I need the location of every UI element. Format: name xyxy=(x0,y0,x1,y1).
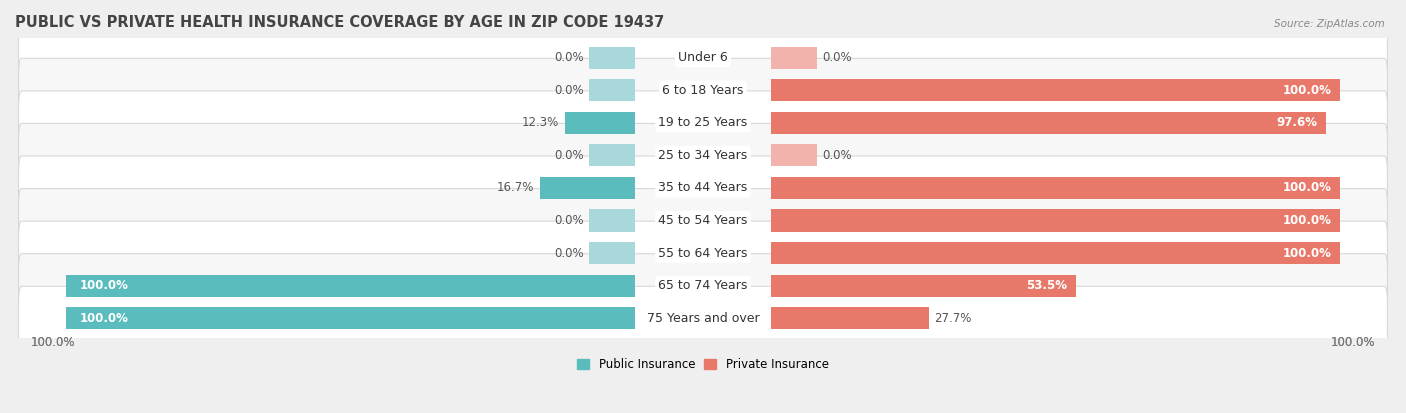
Text: 100.0%: 100.0% xyxy=(80,312,129,325)
Bar xyxy=(772,242,1340,264)
Bar xyxy=(772,275,1076,297)
Text: 0.0%: 0.0% xyxy=(554,149,583,162)
FancyBboxPatch shape xyxy=(18,91,1388,155)
Bar xyxy=(589,79,634,101)
FancyBboxPatch shape xyxy=(18,286,1388,350)
Legend: Public Insurance, Private Insurance: Public Insurance, Private Insurance xyxy=(578,358,828,371)
Text: 97.6%: 97.6% xyxy=(1277,116,1317,129)
Text: 0.0%: 0.0% xyxy=(554,214,583,227)
Bar xyxy=(589,47,634,69)
Text: 0.0%: 0.0% xyxy=(823,51,852,64)
Bar xyxy=(772,209,1340,232)
Text: 100.0%: 100.0% xyxy=(1330,336,1375,349)
FancyBboxPatch shape xyxy=(18,156,1388,220)
Text: 100.0%: 100.0% xyxy=(1330,337,1375,349)
Text: PUBLIC VS PRIVATE HEALTH INSURANCE COVERAGE BY AGE IN ZIP CODE 19437: PUBLIC VS PRIVATE HEALTH INSURANCE COVER… xyxy=(15,15,664,30)
Bar xyxy=(772,144,817,166)
Bar xyxy=(772,47,817,69)
Text: 27.7%: 27.7% xyxy=(935,312,972,325)
Text: 19 to 25 Years: 19 to 25 Years xyxy=(658,116,748,129)
FancyBboxPatch shape xyxy=(18,123,1388,187)
Bar xyxy=(589,144,634,166)
Text: Under 6: Under 6 xyxy=(678,51,728,64)
Bar xyxy=(66,307,634,329)
Text: 0.0%: 0.0% xyxy=(554,247,583,260)
Text: 53.5%: 53.5% xyxy=(1026,279,1067,292)
Bar xyxy=(66,275,634,297)
Bar xyxy=(772,177,1340,199)
Text: 100.0%: 100.0% xyxy=(80,279,129,292)
FancyBboxPatch shape xyxy=(18,26,1388,90)
Text: 55 to 64 Years: 55 to 64 Years xyxy=(658,247,748,260)
FancyBboxPatch shape xyxy=(18,58,1388,122)
Text: 100.0%: 100.0% xyxy=(1282,84,1331,97)
Text: 100.0%: 100.0% xyxy=(1282,247,1331,260)
Text: Source: ZipAtlas.com: Source: ZipAtlas.com xyxy=(1274,19,1385,28)
Text: 100.0%: 100.0% xyxy=(1282,181,1331,195)
Text: 65 to 74 Years: 65 to 74 Years xyxy=(658,279,748,292)
Bar xyxy=(565,112,634,134)
Text: 0.0%: 0.0% xyxy=(554,84,583,97)
Text: 45 to 54 Years: 45 to 54 Years xyxy=(658,214,748,227)
Text: 12.3%: 12.3% xyxy=(522,116,560,129)
Text: 100.0%: 100.0% xyxy=(31,336,76,349)
Bar xyxy=(772,79,1340,101)
Bar xyxy=(772,307,929,329)
Bar xyxy=(772,112,1326,134)
Text: 25 to 34 Years: 25 to 34 Years xyxy=(658,149,748,162)
Text: 16.7%: 16.7% xyxy=(496,181,534,195)
Text: 100.0%: 100.0% xyxy=(1282,214,1331,227)
Text: 35 to 44 Years: 35 to 44 Years xyxy=(658,181,748,195)
FancyBboxPatch shape xyxy=(18,221,1388,285)
Bar xyxy=(589,209,634,232)
Bar xyxy=(589,242,634,264)
Text: 6 to 18 Years: 6 to 18 Years xyxy=(662,84,744,97)
Text: 100.0%: 100.0% xyxy=(31,337,76,349)
Text: 0.0%: 0.0% xyxy=(823,149,852,162)
FancyBboxPatch shape xyxy=(18,254,1388,318)
Text: 0.0%: 0.0% xyxy=(554,51,583,64)
Text: 75 Years and over: 75 Years and over xyxy=(647,312,759,325)
Bar xyxy=(540,177,634,199)
FancyBboxPatch shape xyxy=(18,189,1388,252)
